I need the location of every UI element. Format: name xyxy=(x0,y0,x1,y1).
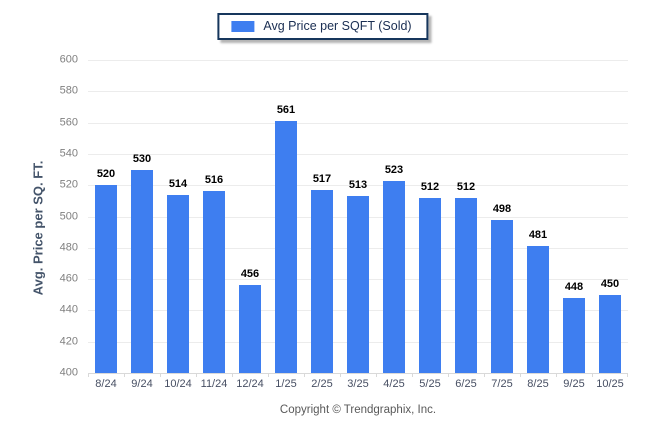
y-tick-label: 600 xyxy=(59,53,78,66)
x-axis-tick xyxy=(124,373,125,377)
x-axis-tick xyxy=(520,373,521,377)
bar-6/25 xyxy=(455,197,477,373)
x-tick-label: 1/25 xyxy=(275,378,297,390)
x-axis-tick xyxy=(340,373,341,377)
bar-5/25 xyxy=(419,197,441,373)
bar-value-label: 523 xyxy=(384,163,404,176)
bar-value-label: 448 xyxy=(564,280,584,293)
x-axis-tick xyxy=(232,373,233,377)
bar-value-label: 513 xyxy=(348,179,368,192)
gridline xyxy=(88,91,628,93)
x-axis-tick xyxy=(196,373,197,377)
x-tick-label: 6/25 xyxy=(455,378,477,390)
bar-value-label: 512 xyxy=(420,180,440,193)
x-axis-tick xyxy=(376,373,377,377)
x-tick-label: 10/25 xyxy=(596,378,624,390)
bar-value-label: 456 xyxy=(240,268,260,281)
bar-value-label: 481 xyxy=(528,229,548,242)
bar-value-label: 498 xyxy=(492,202,512,215)
y-tick-label: 540 xyxy=(59,147,78,160)
y-tick-label: 420 xyxy=(59,335,78,348)
x-tick-label: 8/25 xyxy=(527,378,549,390)
bar-value-label: 512 xyxy=(456,180,476,193)
bar-10/24 xyxy=(167,194,189,373)
x-tick-label: 8/24 xyxy=(95,378,117,390)
legend-swatch-icon xyxy=(231,20,255,32)
x-axis-tick xyxy=(268,373,269,377)
x-axis-tick xyxy=(88,373,89,377)
y-tick-label: 460 xyxy=(59,272,78,285)
y-tick-label: 480 xyxy=(59,241,78,254)
bar-11/24 xyxy=(203,191,225,373)
x-tick-label: 2/25 xyxy=(311,378,333,390)
y-tick-label: 400 xyxy=(59,366,78,379)
plot-area: 520 8/24 530 9/24 514 10/24 516 11/24 456 12/24 56… xyxy=(88,60,628,390)
bar-value-label: 514 xyxy=(168,177,188,190)
x-axis-tick xyxy=(484,373,485,377)
gridline xyxy=(88,60,628,61)
bar-value-label: 516 xyxy=(204,174,224,187)
bar-9/24 xyxy=(131,169,153,373)
x-tick-label: 10/24 xyxy=(164,378,192,390)
bar-8/24 xyxy=(95,185,117,373)
x-tick-label: 4/25 xyxy=(383,378,405,390)
x-axis-tick xyxy=(592,373,593,377)
bar-8/25 xyxy=(527,246,549,373)
gridline xyxy=(88,185,628,187)
x-axis-tick xyxy=(448,373,449,377)
bar-value-label: 450 xyxy=(600,277,620,290)
bar-value-label: 520 xyxy=(96,168,116,181)
x-tick-label: 9/25 xyxy=(563,378,585,390)
bar-2/25 xyxy=(311,189,333,373)
bar-10/25 xyxy=(599,294,621,373)
bar-4/25 xyxy=(383,180,405,373)
x-tick-label: 9/24 xyxy=(131,378,153,390)
x-axis-tick xyxy=(160,373,161,377)
x-tick-label: 11/24 xyxy=(200,378,228,390)
bar-value-label: 561 xyxy=(276,104,296,117)
bar-value-label: 530 xyxy=(132,152,152,165)
y-tick-label: 520 xyxy=(59,178,78,191)
y-tick-label: 500 xyxy=(59,210,78,222)
x-tick-label: 7/25 xyxy=(491,378,513,390)
bar-3/25 xyxy=(347,196,369,373)
x-tick-label: 5/25 xyxy=(419,378,441,390)
gridline xyxy=(88,122,628,124)
x-axis-tick xyxy=(412,373,413,377)
y-tick-label: 580 xyxy=(59,84,78,97)
legend-label: Avg Price per SQFT (Sold) xyxy=(263,19,412,33)
x-axis-tick xyxy=(627,373,628,377)
bar-value-label: 517 xyxy=(312,172,332,185)
bar-9/25 xyxy=(563,297,585,373)
bar-1/25 xyxy=(275,121,297,373)
bar-12/24 xyxy=(239,285,261,373)
x-axis-tick xyxy=(304,373,305,377)
x-tick-label: 3/25 xyxy=(347,378,369,390)
x-axis-tick xyxy=(556,373,557,377)
copyright-footer: Copyright © Trendgraphix, Inc. xyxy=(279,404,437,416)
y-tick-label: 440 xyxy=(59,303,78,316)
x-tick-label: 12/24 xyxy=(236,378,264,390)
y-tick-label: 560 xyxy=(59,116,78,129)
bar-7/25 xyxy=(491,219,513,373)
gridline xyxy=(88,153,628,155)
y-axis-tick-labels: 600 580 560 540 520 500 480 460 440 420 400 xyxy=(0,54,78,378)
chart-legend: Avg Price per SQFT (Sold) xyxy=(217,13,429,40)
